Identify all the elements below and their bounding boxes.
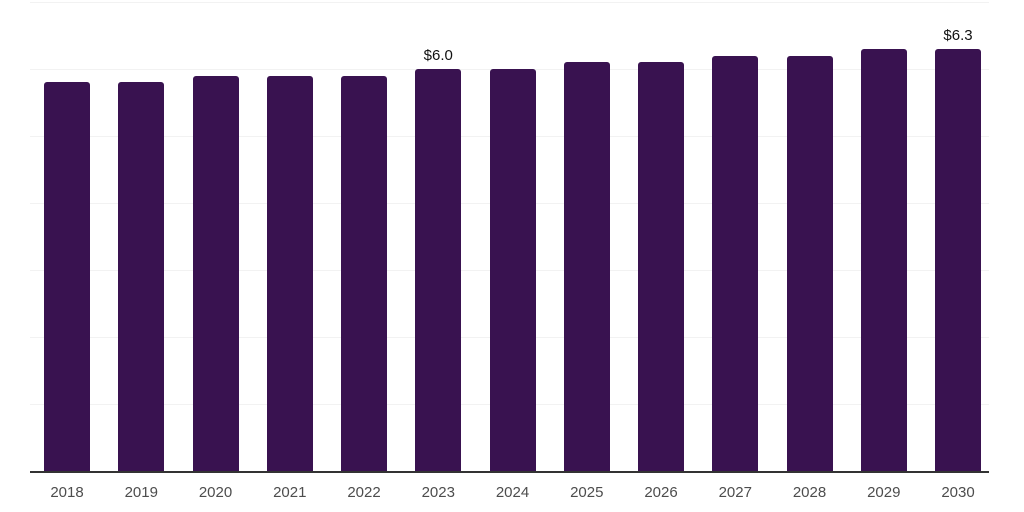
x-tick-2027: 2027 [718, 484, 752, 501]
x-axis-line [30, 471, 989, 473]
bar-2027[interactable] [712, 55, 759, 471]
x-tick-2028: 2028 [792, 484, 827, 501]
bar-2024[interactable] [489, 69, 536, 471]
bar-value-label-2023: $6.0 [423, 47, 453, 64]
x-tick-2026: 2026 [644, 484, 678, 501]
bar-2028[interactable] [786, 55, 833, 471]
x-tick-2030: 2030 [941, 484, 975, 501]
bar-2019[interactable] [118, 82, 165, 471]
x-tick-2024: 2024 [495, 484, 530, 501]
bar-2025[interactable] [563, 62, 610, 471]
gridline [30, 2, 989, 3]
bar-2029[interactable] [860, 48, 907, 471]
x-tick-2023: 2023 [421, 484, 455, 501]
bar-2026[interactable] [638, 62, 684, 471]
bar-2020[interactable] [192, 75, 239, 471]
x-tick-2019: 2019 [124, 484, 158, 501]
bar-2023[interactable] [415, 69, 462, 471]
x-tick-2022: 2022 [347, 484, 381, 501]
x-tick-2018: 2018 [50, 484, 84, 501]
x-tick-2020: 2020 [198, 484, 233, 501]
x-tick-2025: 2025 [570, 484, 604, 501]
bar-2022[interactable] [341, 75, 387, 471]
bar-2018[interactable] [44, 82, 90, 471]
bar-2030[interactable] [935, 48, 981, 471]
bar-value-label-2030: $6.3 [943, 26, 973, 44]
bar-2021[interactable] [266, 75, 313, 471]
x-tick-2021: 2021 [273, 484, 307, 501]
x-tick-2029: 2029 [867, 484, 901, 501]
